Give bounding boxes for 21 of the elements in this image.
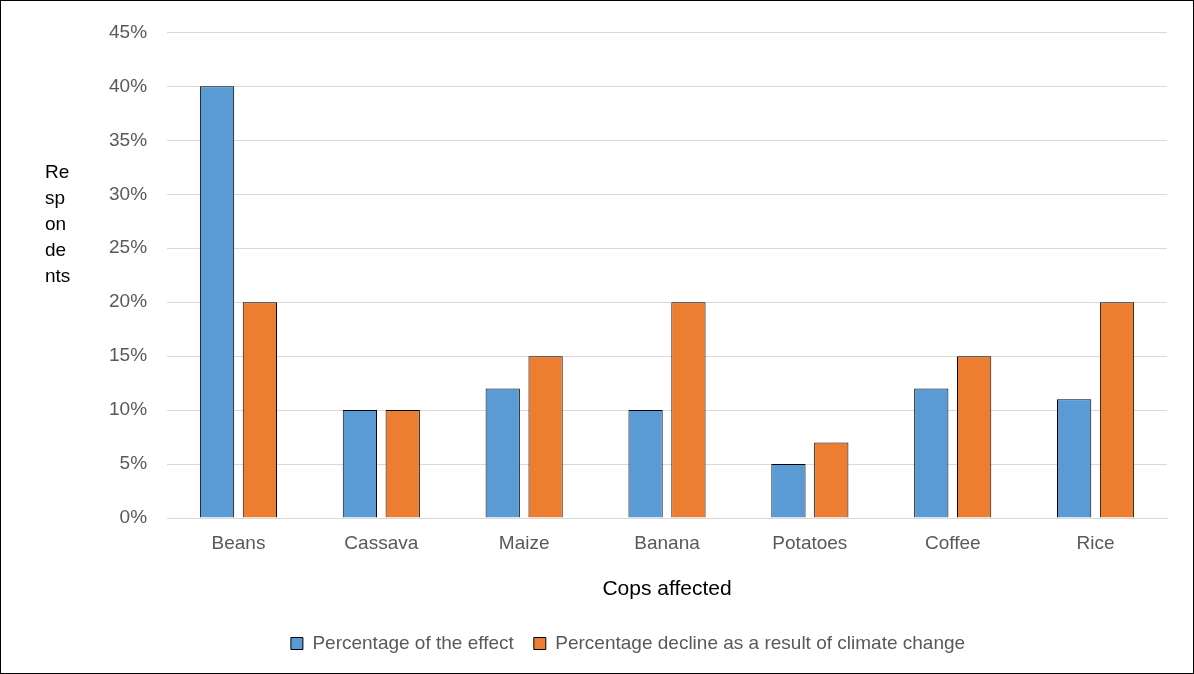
x-tick-label: Potatoes [772,531,848,553]
legend-label: Percentage decline as a result of climate change [555,631,966,653]
y-tick-label: 10% [109,398,148,420]
x-tick-label: Beans [211,531,266,553]
x-axis-title: Cops affected [602,576,732,600]
y-tick-label: 5% [119,452,148,474]
y-tick-label: 35% [109,128,148,150]
y-tick-label: 25% [109,236,148,258]
y-axis-title: Respondents [45,160,72,288]
y-tick-label: 45% [109,20,148,42]
legend-label: Percentage of the effect [312,631,515,653]
x-tick-label: Cassava [344,531,419,553]
y-tick-label: 15% [109,344,148,366]
y-tick-label: 40% [109,74,148,96]
x-tick-label: Coffee [924,531,981,553]
x-tick-label: Rice [1076,531,1115,553]
y-tick-label: 30% [109,182,148,204]
x-tick-label: Maize [498,531,550,553]
y-tick-label: 20% [109,290,148,312]
x-tick-label: Banana [634,531,701,553]
y-tick-label: 0% [119,506,148,528]
